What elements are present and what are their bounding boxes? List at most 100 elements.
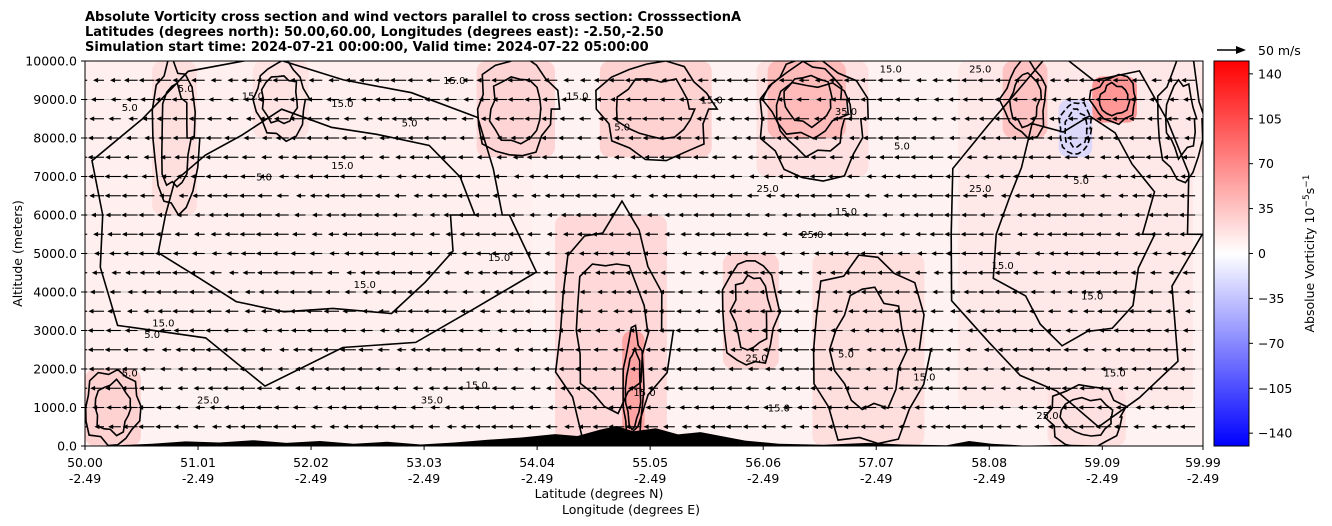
wind-vector-head-916: [880, 347, 886, 353]
wind-vector-head-336: [357, 174, 363, 179]
wind-vector-head-419: [444, 405, 450, 410]
contour-15-1: [1164, 78, 1198, 161]
wind-vector-head-1156: [1081, 116, 1087, 122]
wind-vector-head-410: [429, 212, 435, 218]
x-tick-label-lon-4: -2.49: [521, 471, 553, 486]
wind-vector-head-1058: [998, 174, 1004, 179]
wind-vector-head-1159: [1095, 424, 1101, 430]
wind-vector-head-880: [848, 308, 854, 314]
wind-vector-head-844: [816, 270, 822, 276]
wind-vector-head-422: [440, 347, 446, 353]
wind-vector-head-1271: [1183, 97, 1189, 102]
wind-vector-head-191: [239, 405, 245, 410]
wind-vector-head-651: [643, 328, 649, 333]
wind-vector-head-1090: [1030, 289, 1036, 295]
wind-vector-head-580: [576, 231, 582, 237]
contour-label-31: 15.0: [466, 380, 488, 391]
wind-vector-head-695: [678, 212, 684, 218]
wind-vector-head-92: [142, 116, 148, 122]
wind-vector-head-2: [76, 386, 81, 391]
wind-vector-head-74: [126, 97, 132, 102]
wind-vector-head-1057: [1000, 193, 1006, 199]
wind-vector-head-925: [880, 174, 886, 179]
wind-vector-head-106: [156, 212, 162, 218]
wind-vector-head-523: [527, 231, 533, 237]
contour-label-1: 5.0: [178, 84, 194, 95]
wind-vector-head-1155: [1083, 135, 1089, 141]
wind-vector-head-509: [510, 135, 516, 141]
wind-vector-head-175: [222, 347, 228, 353]
wind-vector-head-21: [90, 385, 96, 391]
wind-vector-head-324: [356, 405, 362, 410]
wind-vector-head-458: [473, 385, 479, 391]
wind-vector-head-16: [71, 116, 76, 121]
wind-vector-head-700: [676, 116, 682, 122]
wind-vector-head-1199: [1133, 385, 1139, 391]
wind-vector-head-117: [177, 366, 183, 372]
wind-vector-head-221: [257, 193, 263, 199]
wind-vector-head-588: [579, 77, 585, 83]
wind-vector-head-1237: [1162, 385, 1168, 391]
wind-vector-head-959: [917, 251, 923, 256]
wind-vector-head-1200: [1131, 366, 1137, 372]
wind-vector-head-1002: [946, 154, 952, 160]
wind-vector-head-485: [490, 231, 496, 237]
wind-vector-head-529: [524, 116, 530, 122]
wind-vector-head-55: [110, 97, 116, 102]
wind-vector-head-1231: [1145, 135, 1151, 141]
wind-vector-head-759: [726, 77, 732, 83]
wind-vector-head-1087: [1027, 347, 1033, 353]
wind-vector-head-665: [663, 424, 669, 430]
wind-vector-head-1037: [979, 212, 985, 218]
wind-vector-head-1049: [997, 347, 1003, 353]
wind-vector-head-298: [323, 174, 329, 179]
wind-vector-head-819: [794, 385, 800, 391]
wind-vector-head-918: [877, 308, 883, 314]
wind-vector-head-424: [441, 308, 447, 314]
wind-vector-head-128: [174, 154, 180, 160]
wind-vector-head-561: [562, 231, 568, 237]
wind-vector-head-830: [793, 174, 799, 179]
wind-vector-head-395: [407, 135, 413, 141]
wind-vector-head-1121: [1062, 424, 1068, 430]
wind-vector-head-158: [206, 308, 212, 314]
wind-vector-head-1103: [1046, 405, 1052, 410]
wind-vector-head-764: [748, 347, 754, 353]
wind-vector-head-244: [273, 116, 279, 122]
wind-vector-head-985: [931, 116, 937, 122]
wind-vector-head-326: [356, 366, 362, 372]
wind-vector-head-45: [109, 289, 115, 295]
wind-vector-head-807: [779, 251, 785, 256]
wind-vector-head-1191: [1115, 174, 1121, 179]
wind-vector-head-264: [289, 97, 295, 102]
wind-vector-head-1168: [1095, 251, 1101, 256]
wind-vector-head-849: [809, 174, 815, 179]
wind-vector-head-1223: [1147, 289, 1153, 295]
wind-vector-head-1119: [1051, 97, 1057, 102]
wind-vector-head-229: [273, 405, 279, 410]
wind-vector-head-135: [193, 385, 199, 391]
wind-vector-head-80: [142, 347, 148, 353]
wind-vector-head-164: [206, 193, 212, 199]
wind-vector-head-960: [915, 231, 921, 237]
wind-vector-head-568: [561, 97, 567, 102]
wind-vector-head-1059: [996, 154, 1002, 160]
wind-vector-head-948: [894, 97, 900, 102]
wind-vector-head-437: [460, 424, 466, 430]
wind-vector-head-1094: [1030, 212, 1036, 218]
contour-9-1: [783, 74, 834, 129]
wind-vector-head-1150: [1078, 231, 1084, 237]
wind-vector-head-1263: [1180, 251, 1186, 256]
wind-vector-head-942: [899, 212, 905, 218]
wind-vector-head-923: [881, 212, 887, 218]
wind-vector-head-88: [139, 193, 145, 199]
wind-vector-head-939: [895, 270, 901, 276]
wind-vector-head-30: [90, 212, 96, 218]
wind-vector-head-500: [509, 308, 515, 314]
wind-vector-head-394: [409, 154, 415, 160]
wind-vector-head-826: [799, 251, 805, 256]
wind-vector-head-1253: [1167, 77, 1173, 83]
wind-vector-head-1046: [998, 405, 1004, 410]
wind-vector-head-806: [777, 270, 783, 276]
wind-vector-head-1093: [1032, 231, 1038, 237]
